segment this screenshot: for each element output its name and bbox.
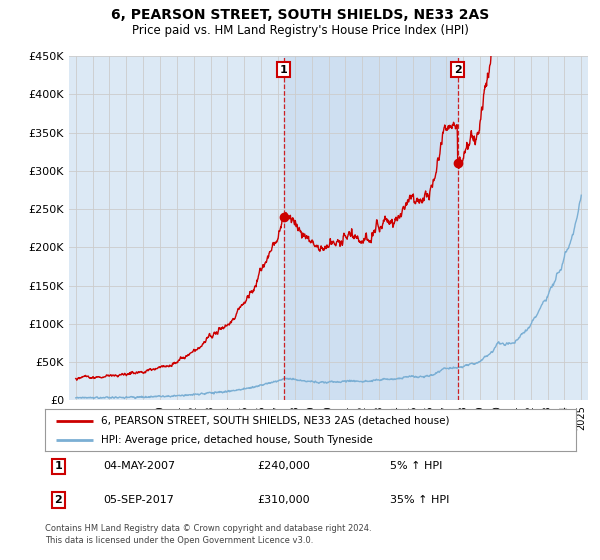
Text: £310,000: £310,000 <box>257 495 310 505</box>
Text: 2: 2 <box>454 64 461 74</box>
Text: 35% ↑ HPI: 35% ↑ HPI <box>390 495 449 505</box>
Text: 04-MAY-2007: 04-MAY-2007 <box>103 461 176 472</box>
Text: £240,000: £240,000 <box>257 461 310 472</box>
Text: 2: 2 <box>55 495 62 505</box>
Text: 05-SEP-2017: 05-SEP-2017 <box>103 495 174 505</box>
Bar <box>284 56 458 400</box>
Text: 6, PEARSON STREET, SOUTH SHIELDS, NE33 2AS (detached house): 6, PEARSON STREET, SOUTH SHIELDS, NE33 2… <box>101 416 449 426</box>
Text: 1: 1 <box>55 461 62 472</box>
Text: 5% ↑ HPI: 5% ↑ HPI <box>390 461 443 472</box>
Text: Contains HM Land Registry data © Crown copyright and database right 2024.: Contains HM Land Registry data © Crown c… <box>45 524 371 533</box>
Text: 6, PEARSON STREET, SOUTH SHIELDS, NE33 2AS: 6, PEARSON STREET, SOUTH SHIELDS, NE33 2… <box>111 8 489 22</box>
Text: This data is licensed under the Open Government Licence v3.0.: This data is licensed under the Open Gov… <box>45 536 313 545</box>
Text: HPI: Average price, detached house, South Tyneside: HPI: Average price, detached house, Sout… <box>101 435 373 445</box>
Text: Price paid vs. HM Land Registry's House Price Index (HPI): Price paid vs. HM Land Registry's House … <box>131 24 469 36</box>
Text: 1: 1 <box>280 64 287 74</box>
